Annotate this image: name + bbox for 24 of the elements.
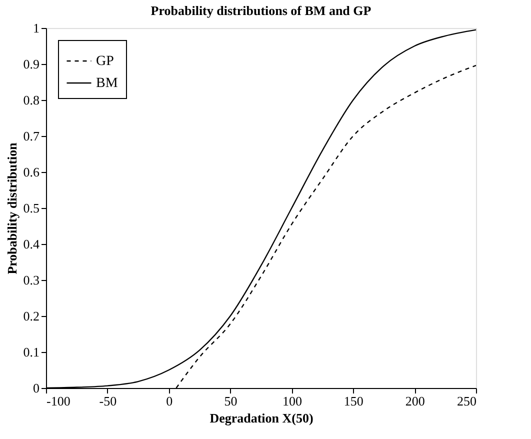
y-tick-label: 0.8 [23, 92, 40, 108]
y-tick-label: 0.9 [23, 56, 40, 72]
y-tick-label: 0.6 [23, 164, 40, 180]
y-tick-label: 0.2 [23, 308, 40, 324]
legend-label: BM [96, 76, 118, 91]
y-tick-label: 0.1 [23, 344, 40, 360]
y-tick-label: 1 [33, 20, 40, 36]
y-tick-label: 0.7 [23, 128, 40, 144]
x-tick-label: 0 [166, 394, 173, 408]
chart-title: Probability distributions of BM and GP [150, 3, 372, 18]
x-tick-label: -100 [46, 394, 70, 408]
x-tick-label: 250 [457, 394, 476, 408]
x-tick-label: -50 [99, 394, 117, 408]
y-tick-label: 0 [33, 380, 40, 396]
x-tick-label: 150 [344, 394, 364, 408]
legend-label: GP [96, 54, 114, 69]
x-tick-label: 100 [282, 394, 302, 408]
x-axis-title: Degradation X(50) [210, 410, 314, 426]
x-tick-label: 50 [224, 394, 238, 408]
x-tick-label: 200 [405, 394, 425, 408]
y-tick-label: 0.5 [23, 200, 40, 216]
y-axis-title: Probability distribution [4, 142, 20, 274]
y-tick-label: 0.3 [23, 272, 40, 288]
y-tick-label: 0.4 [23, 236, 40, 252]
